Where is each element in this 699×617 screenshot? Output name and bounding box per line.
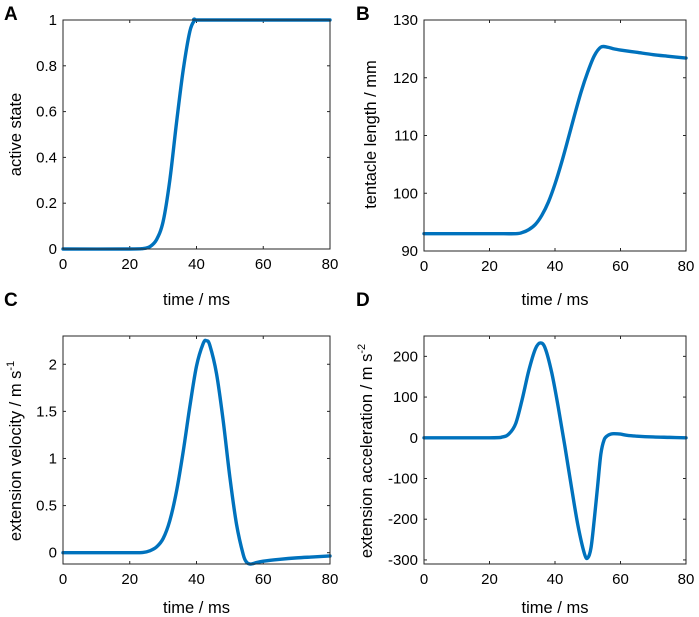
y-tick-label-a: 1	[49, 12, 57, 29]
y-axis-label-c: extension velocity / m s-1	[5, 361, 25, 541]
x-tick-label-c: 40	[188, 571, 205, 588]
y-tick-label-b: 90	[401, 243, 418, 260]
x-tick-label-c: 20	[121, 571, 138, 588]
y-tick-label-d: -300	[388, 552, 418, 569]
y-axis-label-d: extension acceleration / m s-2	[356, 344, 376, 558]
panel-letter-d: D	[356, 290, 370, 311]
x-axis-label-c: time / ms	[163, 599, 230, 617]
y-tick-label-b: 120	[393, 70, 418, 87]
y-axis-label-d-exponent: -2	[356, 344, 368, 354]
y-tick-label-b: 130	[393, 12, 418, 29]
y-tick-label-a: 0.2	[36, 195, 57, 212]
plot-frame-b	[423, 19, 687, 252]
x-tick-label-a: 20	[121, 256, 138, 273]
x-tick-label-c: 80	[322, 571, 339, 588]
y-tick-label-c: 1	[49, 450, 57, 467]
y-tick-label-d: 100	[393, 389, 418, 406]
series-line-extension-acceleration	[422, 341, 688, 561]
x-tick-label-a: 80	[322, 256, 339, 273]
panel-letter-c: C	[4, 290, 18, 311]
x-axis-label-a: time / ms	[163, 291, 230, 309]
y-tick-label-d: -100	[388, 471, 418, 488]
y-tick-label-c: 0.5	[36, 498, 57, 515]
x-tick-label-a: 40	[188, 256, 205, 273]
panel-letter-b: B	[356, 4, 370, 25]
series-line-tentacle-length	[422, 44, 688, 236]
y-axis-label-a: active state	[7, 93, 25, 176]
plot-frame-a	[62, 19, 331, 250]
y-tick-label-d: 0	[410, 430, 418, 447]
plot-frame-c	[62, 335, 331, 565]
y-tick-label-c: 1.5	[36, 403, 57, 420]
x-tick-label-c: 60	[255, 571, 272, 588]
y-axis-label-d-text: extension acceleration / m s	[358, 354, 376, 559]
y-tick-label-b: 100	[393, 185, 418, 202]
y-tick-label-c: 2	[49, 356, 57, 373]
x-tick-label-a: 0	[59, 256, 67, 273]
y-tick-label-d: -200	[388, 511, 418, 528]
x-tick-label-b: 60	[612, 258, 629, 275]
plot-frame-d	[423, 335, 687, 565]
panel-b: B 0 20 40 60 80 90 100 110 120 130 time / ms tent…	[356, 4, 694, 309]
y-axis-label-c-text: extension velocity / m s	[7, 371, 25, 542]
y-tick-label-a: 0.6	[36, 104, 57, 121]
x-axis-label-b: time / ms	[522, 291, 589, 309]
x-tick-label-c: 0	[59, 571, 67, 588]
y-tick-label-a: 0.8	[36, 58, 57, 75]
x-axis-label-d: time / ms	[522, 599, 589, 617]
x-tick-label-d: 80	[678, 571, 695, 588]
x-tick-label-b: 80	[678, 258, 695, 275]
y-tick-label-d: 200	[393, 348, 418, 365]
panel-letter-a: A	[4, 4, 18, 25]
panel-c: C 0 20 40 60 80 0 0.5 1 1.5 2 time / ms extension…	[4, 290, 338, 617]
x-tick-label-b: 20	[481, 258, 498, 275]
y-tick-label-a: 0	[49, 241, 57, 258]
y-tick-label-b: 110	[394, 128, 418, 145]
x-tick-label-b: 0	[420, 258, 428, 275]
x-tick-label-d: 60	[612, 571, 629, 588]
y-tick-label-a: 0.4	[36, 149, 57, 166]
panel-a: A 0 20 40 60 80 0 0.2 0.4 0.6 0.8 1 time / ms acti…	[4, 4, 338, 309]
y-tick-label-c: 0	[49, 545, 57, 562]
y-axis-label-b: tentacle length / mm	[362, 60, 380, 209]
panel-d: D 0 20 40 60 80 -300 -200 -100 0 100 200 time / ms…	[356, 290, 694, 617]
x-tick-label-b: 40	[547, 258, 564, 275]
x-tick-label-d: 0	[420, 571, 428, 588]
x-tick-label-d: 40	[547, 571, 564, 588]
x-tick-label-d: 20	[481, 571, 498, 588]
x-tick-label-a: 60	[255, 256, 272, 273]
series-line-extension-velocity	[61, 338, 332, 566]
y-axis-label-c-exponent: -1	[5, 361, 17, 371]
